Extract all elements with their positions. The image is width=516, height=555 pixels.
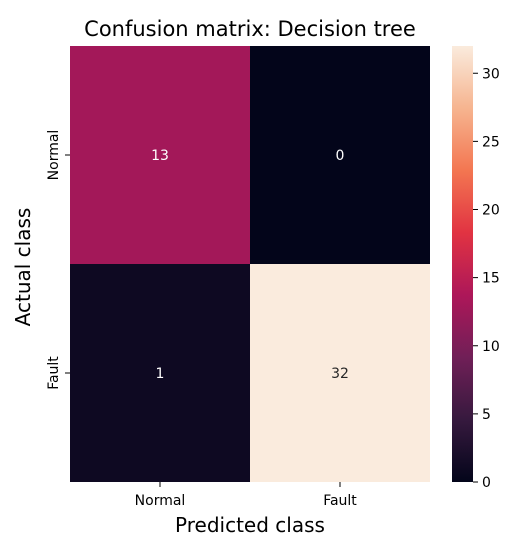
colorbar: 0 5 10 15 20 25 30 bbox=[452, 46, 500, 491]
heatmap-cell-fault-fault bbox=[250, 264, 430, 482]
x-axis-label: Predicted class bbox=[175, 513, 325, 537]
cell-annotations: 13 0 1 32 bbox=[151, 148, 349, 382]
colorbar-tick-label: 0 bbox=[482, 475, 491, 491]
cell-annotation: 0 bbox=[336, 148, 345, 164]
colorbar-gradient bbox=[452, 46, 473, 482]
heatmap-cell-fault-normal bbox=[70, 264, 250, 482]
heatmap-cell-normal-normal bbox=[70, 46, 250, 264]
colorbar-tick-label: 5 bbox=[482, 407, 491, 423]
cell-annotation: 1 bbox=[156, 366, 165, 382]
colorbar-tick-label: 15 bbox=[482, 271, 500, 287]
chart-title: Confusion matrix: Decision tree bbox=[84, 17, 416, 41]
x-tick-label: Normal bbox=[135, 493, 186, 509]
colorbar-tick-label: 25 bbox=[482, 134, 500, 150]
x-axis-ticks: Normal Fault bbox=[135, 482, 357, 509]
y-tick-label: Fault bbox=[46, 356, 62, 390]
colorbar-tick-label: 10 bbox=[482, 339, 500, 355]
y-tick-label: Normal bbox=[46, 130, 62, 181]
x-tick-label: Fault bbox=[323, 493, 357, 509]
y-axis-ticks: Normal Fault bbox=[46, 130, 70, 390]
cell-annotation: 32 bbox=[331, 366, 349, 382]
colorbar-tick-label: 20 bbox=[482, 203, 500, 219]
colorbar-tick-label: 30 bbox=[482, 66, 500, 82]
y-axis-label: Actual class bbox=[11, 208, 35, 327]
cell-annotation: 13 bbox=[151, 148, 169, 164]
heatmap-cells bbox=[70, 46, 430, 482]
heatmap-cell-normal-fault bbox=[250, 46, 430, 264]
